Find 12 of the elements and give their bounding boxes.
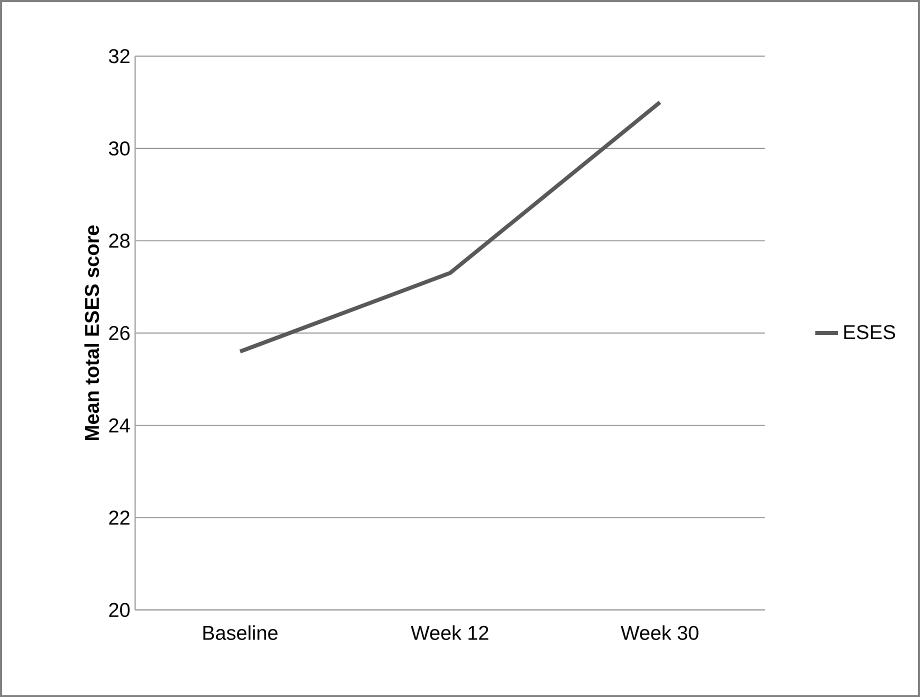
y-tick-label: 32	[108, 49, 130, 64]
y-tick-label: 24	[109, 418, 130, 432]
x-tick-label: Week 12	[410, 625, 488, 640]
x-tick-label: Week 30	[620, 625, 698, 640]
x-tick-label: Baseline	[203, 625, 278, 640]
y-tick-label: 22	[109, 510, 130, 525]
y-tick-label: 20	[109, 602, 130, 617]
y-tick-label: 30	[108, 141, 130, 156]
y-tick-label: 26	[109, 326, 130, 340]
y-axis-title: Mean total ESES score	[84, 225, 100, 440]
legend-label: ESES	[844, 325, 896, 340]
y-tick-label: 28	[109, 234, 130, 248]
